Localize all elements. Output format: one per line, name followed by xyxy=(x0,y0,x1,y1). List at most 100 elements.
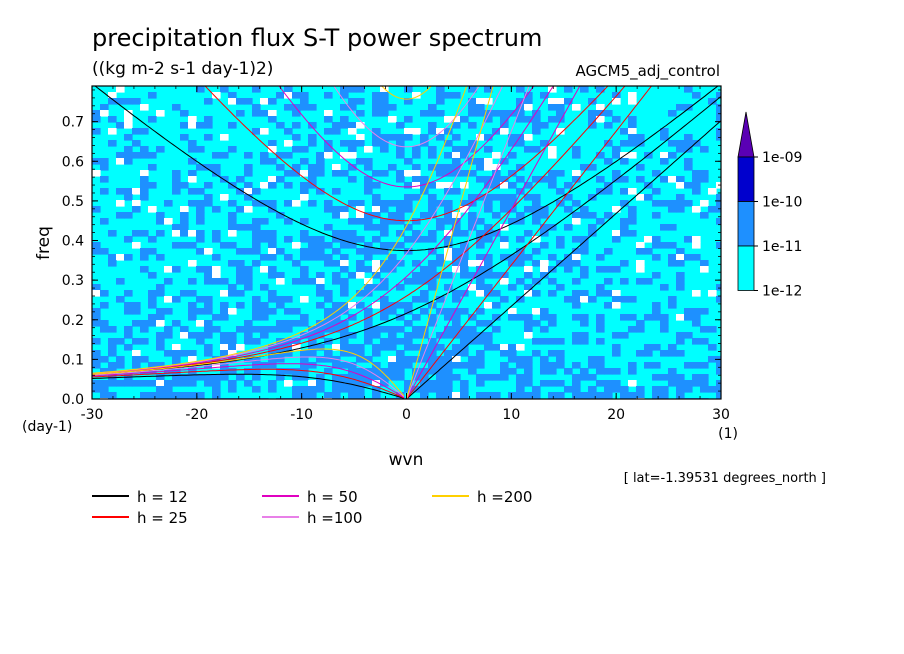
field-cell xyxy=(396,122,405,129)
field-cell xyxy=(444,356,453,363)
field-cell xyxy=(356,140,365,147)
field-cell xyxy=(484,164,493,171)
field-cell xyxy=(372,134,381,141)
field-cell xyxy=(604,122,613,129)
field-cell xyxy=(572,104,581,111)
field-cell xyxy=(700,170,709,177)
field-cell xyxy=(340,170,349,177)
field-cell xyxy=(252,248,261,255)
field-cell xyxy=(356,122,365,129)
field-cell xyxy=(364,248,373,255)
field-cell xyxy=(180,392,189,399)
field-cell xyxy=(444,242,453,249)
field-cell xyxy=(604,188,613,195)
field-cell xyxy=(420,386,429,393)
colorbar-label: 1e-12 xyxy=(762,284,802,300)
field-cell xyxy=(628,326,637,333)
field-cell xyxy=(692,170,701,177)
field-cell xyxy=(660,158,669,165)
field-cell xyxy=(228,260,237,267)
field-cell xyxy=(260,326,269,333)
field-cell xyxy=(276,368,285,375)
field-cell xyxy=(180,110,189,117)
field-cell xyxy=(412,368,421,375)
field-cell xyxy=(588,362,597,369)
field-cell xyxy=(212,92,221,99)
field-cell xyxy=(452,230,461,237)
field-cell xyxy=(324,92,333,99)
field-cell xyxy=(140,230,149,237)
field-cell xyxy=(356,272,365,279)
field-cell xyxy=(452,392,461,399)
field-cell xyxy=(404,182,413,189)
field-cell xyxy=(100,356,109,363)
field-cell xyxy=(332,248,341,255)
field-cell xyxy=(660,134,669,141)
field-cell xyxy=(92,350,101,357)
field-cell xyxy=(204,308,213,315)
field-cell xyxy=(436,368,445,375)
field-cell xyxy=(300,230,309,237)
field-cell xyxy=(444,116,453,123)
field-cell xyxy=(260,266,269,273)
field-cell xyxy=(196,188,205,195)
field-cell xyxy=(492,152,501,159)
field-cell xyxy=(164,296,173,303)
field-cell xyxy=(444,284,453,291)
field-cell xyxy=(404,308,413,315)
field-cell xyxy=(148,152,157,159)
field-cell xyxy=(452,296,461,303)
field-cell xyxy=(300,314,309,321)
field-cell xyxy=(532,236,541,243)
field-cell xyxy=(100,164,109,171)
field-cell xyxy=(316,302,325,309)
field-cell xyxy=(564,266,573,273)
field-cell xyxy=(468,194,477,201)
field-cell xyxy=(244,224,253,231)
field-cell xyxy=(660,350,669,357)
field-cell xyxy=(140,194,149,201)
field-cell xyxy=(116,254,125,261)
field-cell xyxy=(436,356,445,363)
field-cell xyxy=(524,116,533,123)
field-cell xyxy=(540,176,549,183)
field-cell xyxy=(284,200,293,207)
field-cell xyxy=(516,386,525,393)
field-cell xyxy=(428,314,437,321)
field-cell xyxy=(204,332,213,339)
field-cell xyxy=(524,266,533,273)
field-cell xyxy=(268,140,277,147)
field-cell xyxy=(668,374,677,381)
field-cell xyxy=(220,374,229,381)
field-cell xyxy=(700,380,709,387)
field-cell xyxy=(412,278,421,285)
field-cell xyxy=(532,176,541,183)
field-cell xyxy=(92,320,101,327)
field-cell xyxy=(404,200,413,207)
field-cell xyxy=(524,92,533,99)
field-cell xyxy=(236,272,245,279)
field-cell xyxy=(204,278,213,285)
field-cell xyxy=(604,110,613,117)
field-cell xyxy=(300,332,309,339)
field-cell xyxy=(92,380,101,387)
field-cell xyxy=(244,368,253,375)
field-cell xyxy=(372,350,381,357)
field-cell xyxy=(660,386,669,393)
x-tick-label: 30 xyxy=(712,407,730,423)
field-cell xyxy=(444,374,453,381)
field-cell xyxy=(156,380,165,387)
field-cell xyxy=(612,380,621,387)
field-cell xyxy=(92,284,101,291)
field-cell xyxy=(268,380,277,387)
field-cell xyxy=(348,122,357,129)
field-cell xyxy=(380,278,389,285)
field-cell xyxy=(316,380,325,387)
field-cell xyxy=(548,278,557,285)
field-cell xyxy=(124,302,133,309)
field-cell xyxy=(684,140,693,147)
field-cell xyxy=(180,290,189,297)
field-cell xyxy=(548,254,557,261)
field-cell xyxy=(564,386,573,393)
field-cell xyxy=(516,380,525,387)
